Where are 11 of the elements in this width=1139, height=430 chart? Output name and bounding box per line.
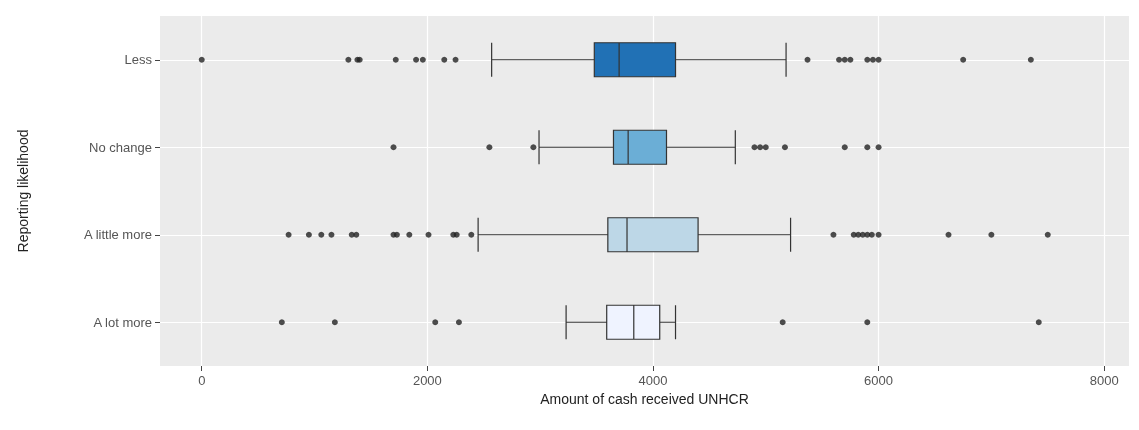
y-tick-label: A little more: [84, 227, 152, 243]
y-tick-label: Less: [124, 52, 153, 68]
y-tick-label: No change: [89, 139, 152, 155]
x-tick-label: 0: [198, 373, 206, 388]
x-axis-title: Amount of cash received UNHCR: [540, 391, 749, 407]
x-tick-label: 6000: [864, 373, 894, 388]
x-tick-label: 8000: [1089, 373, 1119, 388]
y-axis-title: Reporting likelihood: [15, 129, 31, 253]
y-tick-label: A lot more: [93, 314, 152, 330]
x-tick-label: 2000: [412, 373, 442, 388]
x-tick-label: 4000: [638, 373, 668, 388]
